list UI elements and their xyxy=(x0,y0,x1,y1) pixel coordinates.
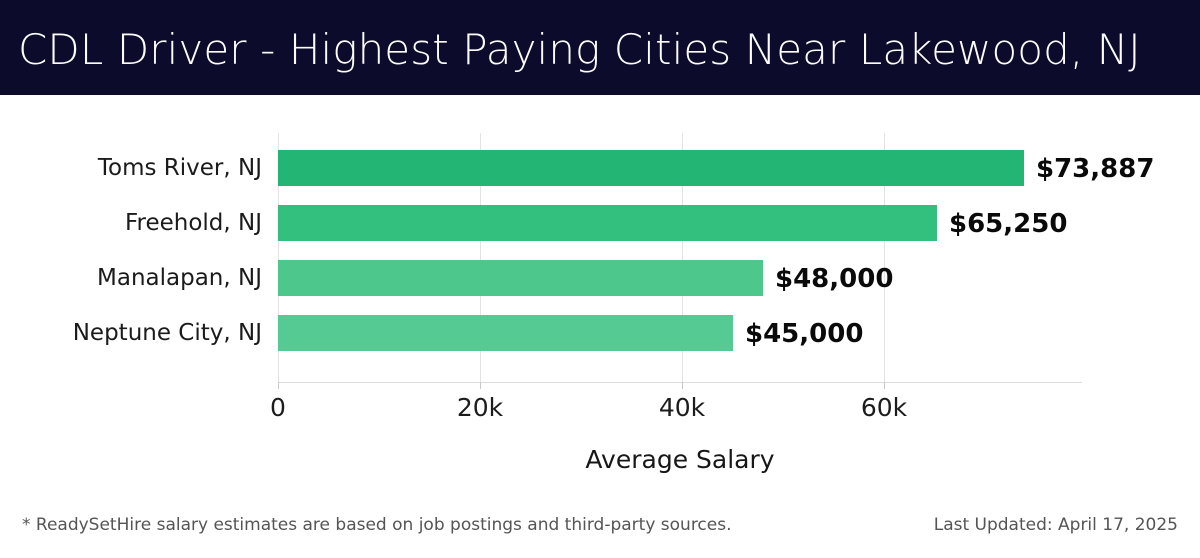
x-tick-label: 40k xyxy=(658,393,706,422)
bar-value-label: $65,250 xyxy=(949,209,1068,239)
chart-plot-area: Toms River, NJ $73,887 Freehold, NJ $65,250… xyxy=(0,95,1200,558)
gridline-60k xyxy=(884,133,885,382)
bar-value-label: $73,887 xyxy=(1036,154,1155,184)
tick-mark-0 xyxy=(278,382,279,389)
x-axis-title: Average Salary xyxy=(585,445,775,474)
bar-value-label: $48,000 xyxy=(775,264,894,294)
bar[interactable] xyxy=(278,150,1024,186)
bar-row: Freehold, NJ $65,250 xyxy=(0,205,1200,241)
category-label: Neptune City, NJ xyxy=(72,320,262,346)
gridline-20k xyxy=(480,133,481,382)
tick-mark-40k xyxy=(682,382,683,389)
gridline-0 xyxy=(278,133,279,382)
x-tick-label: 20k xyxy=(456,393,504,422)
bar-row: Neptune City, NJ $45,000 xyxy=(0,315,1200,351)
category-label: Toms River, NJ xyxy=(97,155,262,181)
bar[interactable] xyxy=(278,260,763,296)
footer-last-updated: Last Updated: April 17, 2025 xyxy=(933,515,1178,535)
bar-value-label: $45,000 xyxy=(745,319,864,349)
footer-disclaimer: * ReadySetHire salary estimates are base… xyxy=(22,515,732,535)
header-band xyxy=(0,0,1200,95)
bar-row: Toms River, NJ $73,887 xyxy=(0,150,1200,186)
tick-mark-60k xyxy=(884,382,885,389)
gridline-40k xyxy=(682,133,683,382)
x-tick-label: 0 xyxy=(270,393,286,422)
tick-mark-20k xyxy=(480,382,481,389)
bar[interactable] xyxy=(278,205,937,241)
page-title: CDL Driver - Highest Paying Cities Near … xyxy=(18,25,1141,74)
category-label: Manalapan, NJ xyxy=(97,265,262,291)
x-tick-label: 60k xyxy=(860,393,908,422)
category-label: Freehold, NJ xyxy=(124,210,262,236)
bar[interactable] xyxy=(278,315,733,351)
bar-row: Manalapan, NJ $48,000 xyxy=(0,260,1200,296)
x-axis-line xyxy=(278,382,1082,383)
footer: * ReadySetHire salary estimates are base… xyxy=(0,515,1200,558)
